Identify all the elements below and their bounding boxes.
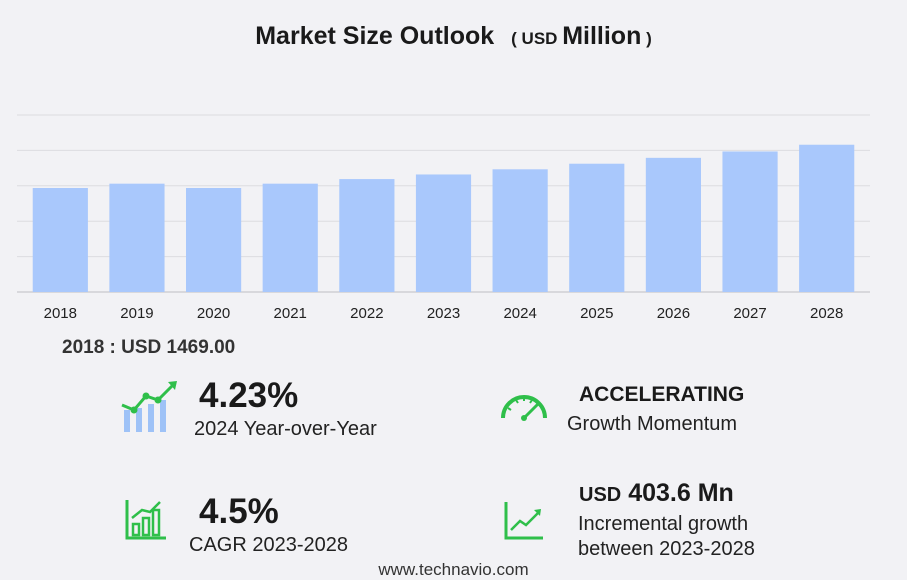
base-year-value: 2018 : USD 1469.00 bbox=[62, 337, 235, 359]
bar-2021 bbox=[263, 184, 318, 292]
bar-2023 bbox=[416, 174, 471, 292]
x-tick-label-2023: 2023 bbox=[427, 305, 460, 322]
x-tick-label-2028: 2028 bbox=[810, 305, 843, 322]
incremental-value: USD 403.6 Mn bbox=[579, 479, 734, 508]
bar-2022 bbox=[339, 179, 394, 292]
bar-2028 bbox=[799, 145, 854, 292]
bar-2024 bbox=[493, 169, 548, 292]
incremental-caption-line1: Incremental growth bbox=[578, 513, 748, 536]
x-tick-label-2026: 2026 bbox=[657, 305, 690, 322]
yoy-value: 4.23% bbox=[199, 376, 298, 416]
bar-2019 bbox=[109, 184, 164, 292]
cagr-value: 4.5% bbox=[199, 492, 279, 532]
cagr-caption: CAGR 2023-2028 bbox=[189, 534, 348, 557]
x-tick-label-2019: 2019 bbox=[120, 305, 153, 322]
yoy-caption: 2024 Year-over-Year bbox=[194, 418, 377, 441]
x-tick-label-2018: 2018 bbox=[44, 305, 77, 322]
speedometer-icon bbox=[498, 388, 550, 424]
x-tick-label-2020: 2020 bbox=[197, 305, 230, 322]
bar-2025 bbox=[569, 164, 624, 292]
bar-2018 bbox=[33, 188, 88, 292]
x-tick-label-2024: 2024 bbox=[503, 305, 536, 322]
x-tick-label-2025: 2025 bbox=[580, 305, 613, 322]
growth-chart-icon bbox=[118, 378, 180, 436]
bar-2027 bbox=[722, 151, 777, 292]
x-tick-label-2022: 2022 bbox=[350, 305, 383, 322]
trend-line-icon bbox=[503, 500, 545, 542]
x-tick-label-2021: 2021 bbox=[274, 305, 307, 322]
bar-chart: 2018 2019 2020 2021 2022 2023 2024 2025 2026 2027… bbox=[0, 0, 907, 330]
momentum-caption: Growth Momentum bbox=[567, 413, 737, 436]
bar-2020 bbox=[186, 188, 241, 292]
momentum-value: ACCELERATING bbox=[579, 383, 744, 407]
bar-chart-icon bbox=[124, 498, 168, 542]
source-footer: www.technavio.com bbox=[0, 560, 907, 580]
incremental-caption-line2: between 2023-2028 bbox=[578, 538, 755, 561]
x-tick-label-2027: 2027 bbox=[733, 305, 766, 322]
bar-2026 bbox=[646, 158, 701, 292]
